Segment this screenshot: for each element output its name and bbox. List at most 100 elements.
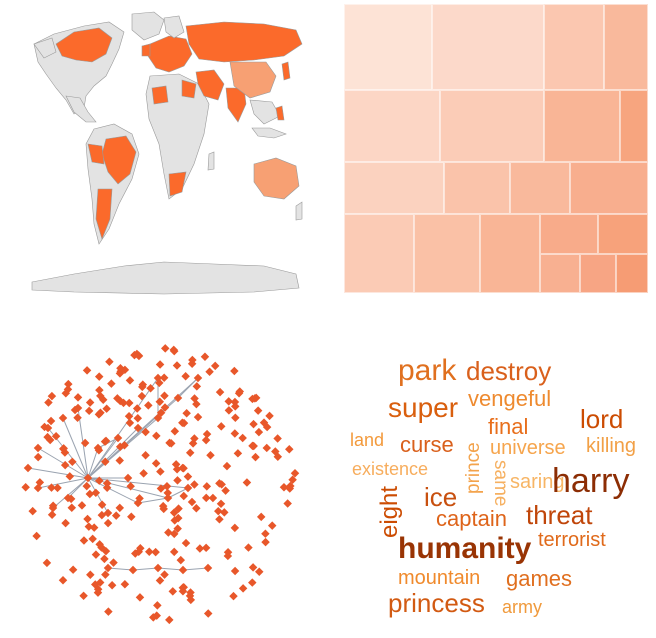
network-node [220,508,229,517]
network-node [153,563,163,573]
network-node [103,518,113,528]
treemap-cell [540,214,598,254]
treemap-cell [544,4,604,90]
network-node [115,503,125,513]
network-node [208,493,218,503]
network-node [125,398,134,408]
network-node [253,406,263,415]
network-node [120,579,130,589]
network-node [125,418,135,428]
network-node [65,472,75,481]
network-node [155,397,165,407]
network-node [205,367,214,376]
network-graph [8,338,304,634]
word-destroy: destroy [466,356,552,386]
treemap-cell [432,4,544,90]
network-edge [37,477,89,489]
network-node [84,522,94,531]
network-node [51,431,61,441]
network-node [33,483,43,493]
word-threat: threat [526,500,593,530]
network-node [101,570,110,579]
network-node [242,478,252,487]
network-node [133,423,143,433]
network-node [107,580,117,590]
network-node [167,439,176,448]
word-saring: saring [510,471,565,493]
network-node [86,570,95,579]
network-node [169,508,179,517]
word-prince: prince [463,442,484,494]
network-node [125,376,135,385]
network-node [192,504,201,513]
network-node [144,401,153,410]
network-node [187,497,197,507]
network-node [229,591,238,601]
word-harry: harry [552,462,630,500]
network-node [203,609,213,618]
network-node [101,436,111,446]
network-node [43,423,53,433]
network-node [104,607,113,616]
network-node [67,503,77,513]
word-existence: existence [352,459,429,479]
network-edge [67,477,89,499]
network-node [193,412,203,422]
world-map-svg [31,11,303,295]
network-node [153,601,162,610]
network-node [238,433,247,443]
network-node [161,344,170,353]
network-node [128,565,138,575]
network-node [137,391,147,401]
word-curse: curse [400,432,454,457]
treemap-cell [570,162,648,214]
network-node [254,427,264,437]
indonesia-land [251,127,287,139]
network-node [68,457,77,467]
treemap-cell [598,214,648,254]
network-node [124,411,134,421]
network-node [248,578,257,587]
network-node [79,591,88,601]
network-edge [87,477,109,514]
network-node [185,448,195,458]
network-edge [87,477,189,489]
network-node [224,406,234,415]
network-edge [87,447,99,479]
network-node [230,523,240,533]
network-node [94,410,104,419]
network-node [176,555,186,565]
network-node [173,393,183,403]
mexico-region [65,95,97,123]
network-node [267,521,277,530]
network-node [100,554,109,564]
network-node [141,450,150,460]
uk-region [141,43,151,57]
treemap-cell [344,162,444,214]
network-edge [52,477,89,509]
network-node [169,529,179,539]
network-node [178,463,187,473]
network-svg [21,344,300,625]
network-node [48,503,58,513]
network-node [85,398,95,407]
network-node [203,563,213,573]
network-node [133,498,143,508]
network-node [79,536,89,545]
treemap-cell [480,214,540,293]
network-node [256,512,266,522]
network-node [120,441,129,450]
russia-region [185,21,303,63]
network-node [163,488,172,498]
network-node [153,373,163,383]
network-node [126,482,135,491]
network-edge [182,567,209,571]
network-node [68,565,78,574]
word-army: army [502,597,542,617]
network-node [215,515,224,524]
network-node [82,481,91,491]
network-node [95,385,104,395]
network-node [210,361,220,371]
word-eight: eight [376,485,403,538]
madagascar-land [207,151,215,171]
